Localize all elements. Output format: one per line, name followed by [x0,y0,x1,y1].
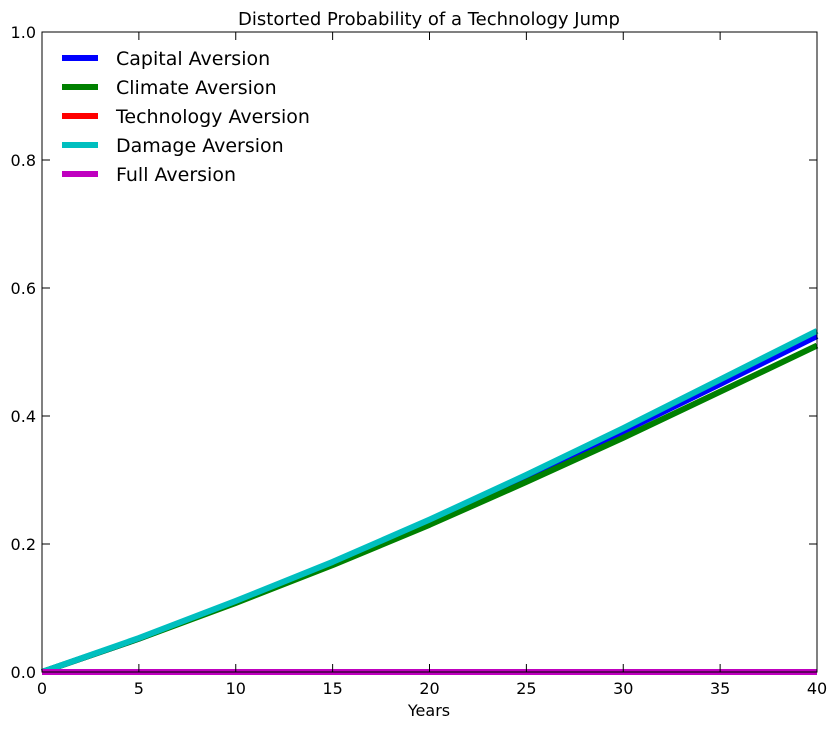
legend-label-full-aversion: Full Aversion [116,164,236,186]
x-tick-label: 40 [807,679,827,698]
x-tick-label: 0 [37,679,47,698]
y-tick-label: 1.0 [11,23,36,42]
y-tick-label: 0.8 [11,151,36,170]
y-tick-label: 0.4 [11,407,36,426]
x-tick-label: 30 [613,679,633,698]
x-tick-label: 20 [419,679,439,698]
x-tick-label: 15 [322,679,342,698]
y-tick-label: 0.0 [11,663,36,682]
series-line-damage-aversion [41,328,819,675]
plot-area: 0 5 10 15 20 25 30 35 40 0.0 0.2 0.4 0.6 0.8 1.0 [11,23,828,698]
x-tick-label: 35 [710,679,730,698]
x-tick-label: 10 [226,679,246,698]
legend-label-damage-aversion: Damage Aversion [116,135,284,157]
legend-label-technology-aversion: Technology Aversion [115,106,310,128]
x-axis-title: Years [407,701,450,720]
x-tick-label: 5 [134,679,144,698]
x-tick-label: 25 [516,679,536,698]
chart-title: Distorted Probability of a Technology Ju… [238,9,620,30]
y-tick-label: 0.2 [11,535,36,554]
legend-label-climate-aversion: Climate Aversion [116,77,277,99]
y-tick-label: 0.6 [11,279,36,298]
legend: Capital Aversion Climate Aversion Technolo… [62,48,310,186]
legend-label-capital-aversion: Capital Aversion [116,48,270,70]
